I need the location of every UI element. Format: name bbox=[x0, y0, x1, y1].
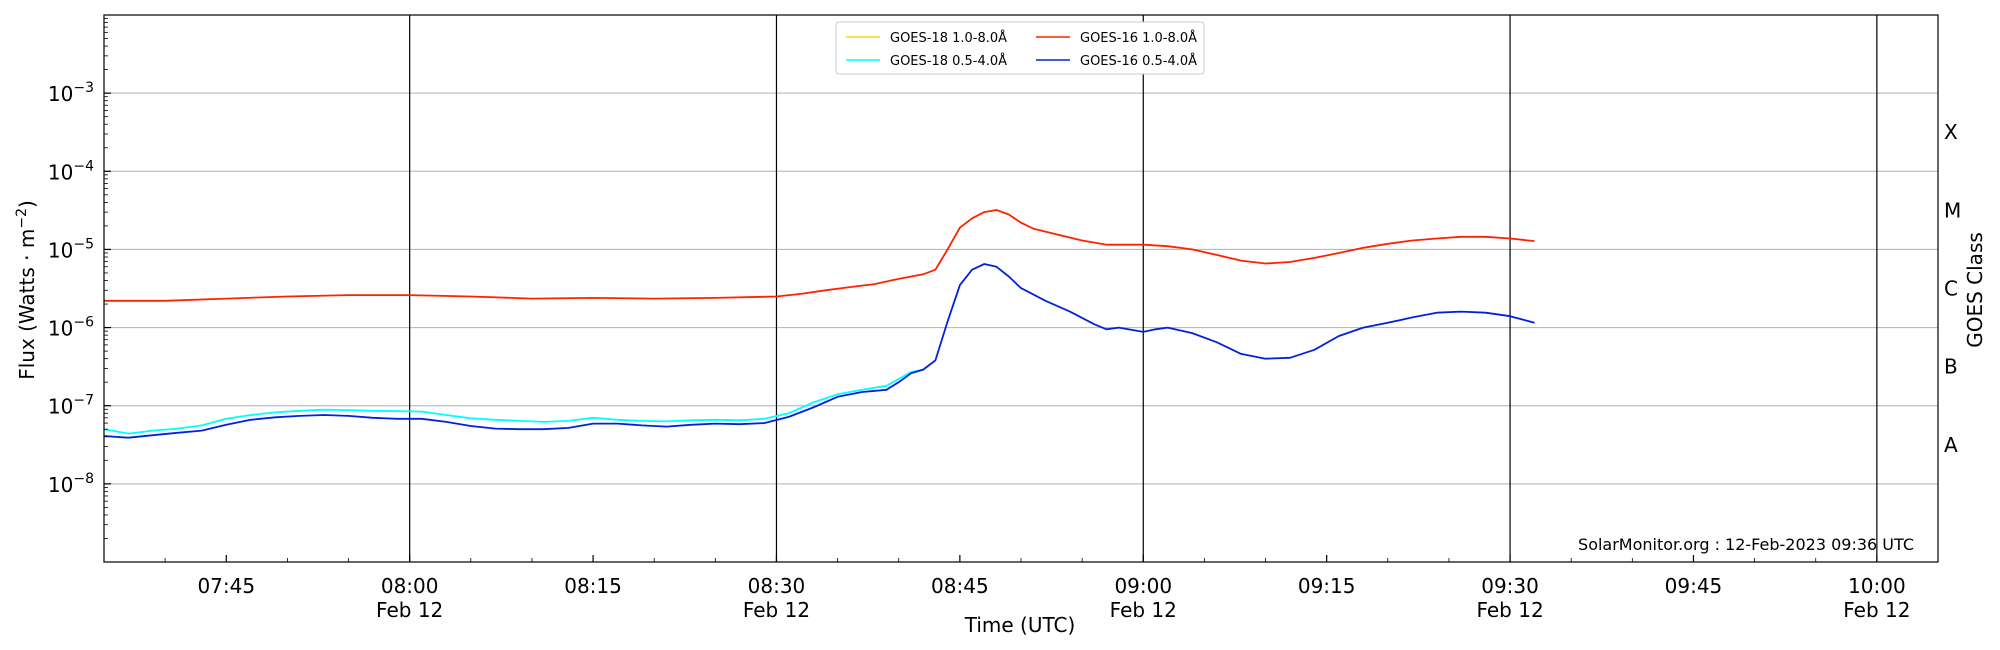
x-tick-label: 10:00 bbox=[1848, 574, 1906, 598]
x-tick-date-label: Feb 12 bbox=[1110, 598, 1177, 622]
legend-items: GOES-18 1.0-8.0Å GOES-18 0.5-4.0Å GOES-16 … bbox=[846, 30, 1197, 69]
legend: GOES-18 1.0-8.0Å GOES-18 0.5-4.0Å GOES-16 … bbox=[835, 21, 1205, 75]
x-tick-label: 09:15 bbox=[1298, 574, 1356, 598]
series-line bbox=[103, 368, 924, 435]
legend-label: GOES-16 0.5-4.0Å bbox=[1080, 53, 1197, 69]
legend-box bbox=[835, 21, 1205, 75]
flux-series bbox=[103, 209, 1535, 439]
legend-label: GOES-18 0.5-4.0Å bbox=[890, 53, 1007, 69]
footer-credit: SolarMonitor.org : 12-Feb-2023 09:36 UTC bbox=[1578, 535, 1914, 554]
y-tick-label: 10−8 bbox=[48, 471, 94, 497]
x-tick-label: 09:30 bbox=[1481, 574, 1539, 598]
goes-class-label: X bbox=[1944, 120, 1958, 144]
goes-class-labels: A B C M X bbox=[1944, 120, 1961, 457]
axis-ticks bbox=[103, 18, 1939, 562]
y-tick-label: 10−7 bbox=[48, 393, 94, 419]
y-tick-label: 10−4 bbox=[48, 158, 94, 184]
x-tick-date-label: Feb 12 bbox=[1843, 598, 1910, 622]
x-tick-label: 08:00 bbox=[381, 574, 439, 598]
y-tick-label: 10−6 bbox=[48, 315, 94, 341]
goes-class-label: B bbox=[1944, 355, 1958, 379]
goes-class-label: M bbox=[1944, 198, 1961, 222]
x-tick-label: 08:45 bbox=[931, 574, 989, 598]
goes-class-label: C bbox=[1944, 277, 1958, 301]
y-tick-label: 10−3 bbox=[48, 80, 94, 106]
y-axis-title: Flux (Watts · m−2) bbox=[14, 200, 39, 380]
legend-label: GOES-16 1.0-8.0Å bbox=[1080, 30, 1197, 46]
x-tick-label: 09:00 bbox=[1114, 574, 1172, 598]
x-axis-title: Time (UTC) bbox=[964, 613, 1076, 637]
x-tick-label: 09:45 bbox=[1665, 574, 1723, 598]
x-tick-label: 08:15 bbox=[564, 574, 622, 598]
legend-label: GOES-18 1.0-8.0Å bbox=[890, 30, 1007, 46]
y-tick-labels: 10−8 10−7 10−6 10−5 10−4 10−3 bbox=[48, 80, 94, 497]
x-tick-date-label: Feb 12 bbox=[1476, 598, 1543, 622]
y-tick-label: 10−5 bbox=[48, 236, 94, 262]
goes-class-axis-title: GOES Class bbox=[1963, 232, 1987, 348]
x-tick-label: 07:45 bbox=[197, 574, 255, 598]
x-tick-date-label: Feb 12 bbox=[743, 598, 810, 622]
goes-class-label: A bbox=[1944, 433, 1958, 457]
x-tick-label: 08:30 bbox=[748, 574, 806, 598]
x-tick-date-label: Feb 12 bbox=[376, 598, 443, 622]
day-boundary-lines bbox=[409, 15, 1878, 562]
series-line bbox=[103, 263, 1535, 439]
series-line bbox=[104, 209, 1535, 302]
